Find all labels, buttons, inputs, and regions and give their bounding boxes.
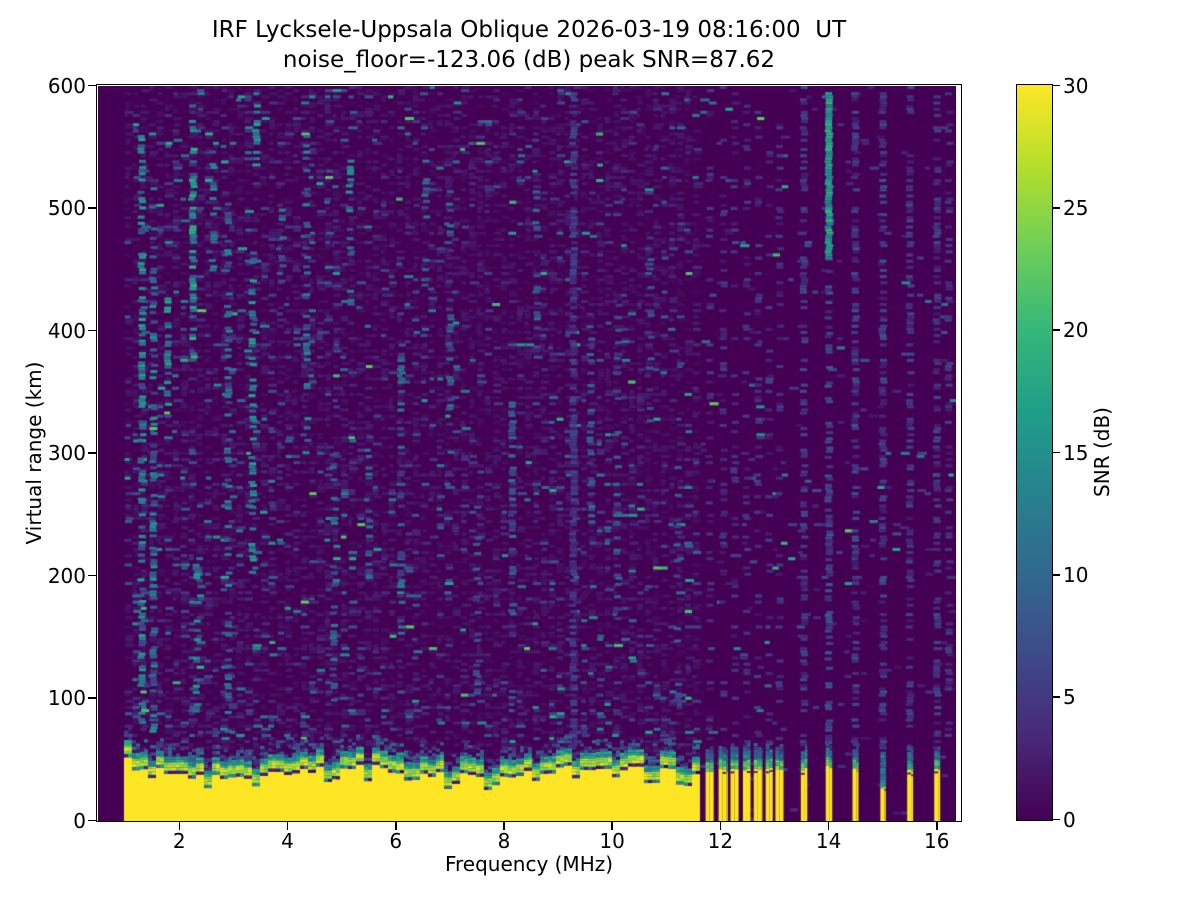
y-tick-label: 0 — [73, 808, 86, 833]
colorbar-tick-label: 20 — [1063, 318, 1089, 343]
y-tick-mark — [88, 697, 96, 699]
colorbar-tick-label: 10 — [1063, 562, 1089, 587]
x-tick-label: 16 — [924, 829, 950, 853]
colorbar-tick-mark — [1053, 451, 1060, 454]
colorbar-tick-mark — [1053, 329, 1060, 332]
colorbar-tick-mark — [1053, 84, 1060, 87]
colorbar-tick-mark — [1053, 207, 1060, 209]
chart-subtitle: noise_floor=-123.06 (dB) peak SNR=87.62 — [282, 47, 776, 73]
colorbar-tick-label: 25 — [1063, 195, 1089, 220]
y-tick-mark — [88, 452, 96, 454]
colorbar-tick-label: 30 — [1063, 73, 1089, 98]
y-tick-mark — [88, 574, 96, 577]
colorbar-tick-mark — [1053, 696, 1060, 699]
y-tick-label: 400 — [47, 318, 86, 343]
chart-title: IRF Lycksele-Uppsala Oblique 2026-03-19 … — [211, 17, 847, 43]
colorbar — [1016, 84, 1053, 821]
x-tick-mark — [935, 822, 938, 830]
x-tick-label: 2 — [172, 829, 186, 853]
x-tick-mark — [394, 822, 397, 830]
y-axis-label: Virtual range (km) — [22, 361, 46, 545]
y-tick-label: 600 — [47, 73, 86, 98]
y-tick-label: 200 — [47, 563, 86, 588]
y-tick-mark — [88, 207, 96, 209]
colorbar-tick-label: 15 — [1063, 440, 1089, 465]
y-tick-label: 300 — [47, 441, 86, 466]
colorbar-tick-label: 5 — [1063, 685, 1076, 710]
x-tick-mark — [827, 822, 830, 830]
colorbar-label: SNR (dB) — [1090, 407, 1114, 497]
x-tick-mark — [719, 822, 722, 830]
x-tick-mark — [503, 822, 505, 830]
x-tick-label: 10 — [599, 829, 625, 853]
x-tick-mark — [611, 822, 613, 830]
colorbar-tick-mark — [1053, 574, 1060, 576]
y-tick-mark — [88, 329, 96, 332]
x-tick-mark — [286, 822, 289, 830]
snr-spectrogram-mesh — [97, 85, 956, 821]
y-tick-label: 100 — [47, 686, 86, 711]
x-tick-label: 12 — [707, 829, 734, 853]
colorbar-tick-label: 0 — [1063, 807, 1076, 832]
x-axis-label: Frequency (MHz) — [444, 852, 614, 876]
x-tick-label: 4 — [281, 829, 294, 853]
y-tick-mark — [88, 84, 96, 87]
x-tick-mark — [178, 822, 181, 830]
y-tick-mark — [88, 819, 96, 822]
x-tick-label: 8 — [497, 829, 511, 853]
x-tick-label: 6 — [389, 829, 403, 853]
y-tick-label: 500 — [47, 196, 86, 221]
x-tick-label: 14 — [815, 829, 842, 853]
colorbar-tick-mark — [1053, 818, 1060, 821]
